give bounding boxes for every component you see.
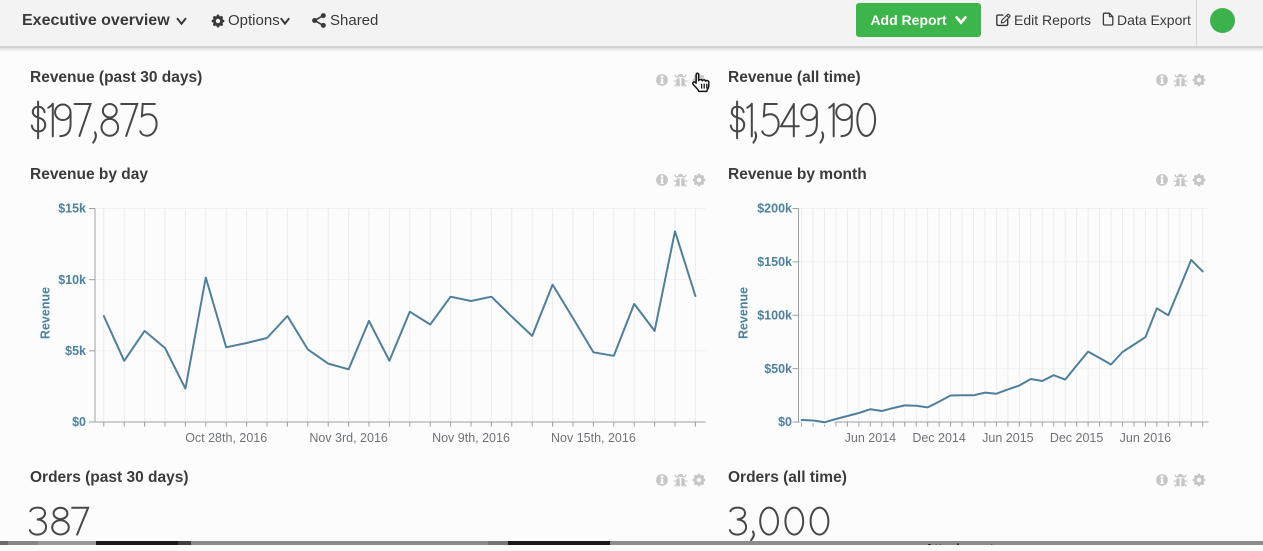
svg-text:Nov 9th, 2016: Nov 9th, 2016 (432, 431, 510, 445)
svg-text:$150k: $150k (757, 255, 792, 269)
svg-text:Revenue: Revenue (39, 287, 53, 339)
svg-text:$50k: $50k (764, 362, 792, 376)
svg-text:$200k: $200k (757, 202, 792, 216)
svg-text:Jun 2016: Jun 2016 (1120, 431, 1171, 445)
svg-text:$0: $0 (778, 415, 792, 429)
svg-text:$0: $0 (72, 415, 86, 429)
svg-text:$5k: $5k (65, 344, 86, 358)
svg-text:Dec 2014: Dec 2014 (912, 431, 966, 445)
svg-text:Nov 3rd, 2016: Nov 3rd, 2016 (309, 431, 388, 445)
svg-text:Nov 15th, 2016: Nov 15th, 2016 (551, 431, 636, 445)
svg-text:$10k: $10k (58, 273, 86, 287)
svg-text:Oct 28th, 2016: Oct 28th, 2016 (185, 431, 267, 445)
svg-text:$15k: $15k (58, 202, 86, 216)
svg-text:Jun 2014: Jun 2014 (845, 431, 896, 445)
svg-text:$100k: $100k (757, 308, 792, 322)
svg-text:Revenue: Revenue (737, 287, 751, 339)
svg-text:Dec 2015: Dec 2015 (1050, 431, 1104, 445)
svg-text:Jun 2015: Jun 2015 (982, 431, 1033, 445)
